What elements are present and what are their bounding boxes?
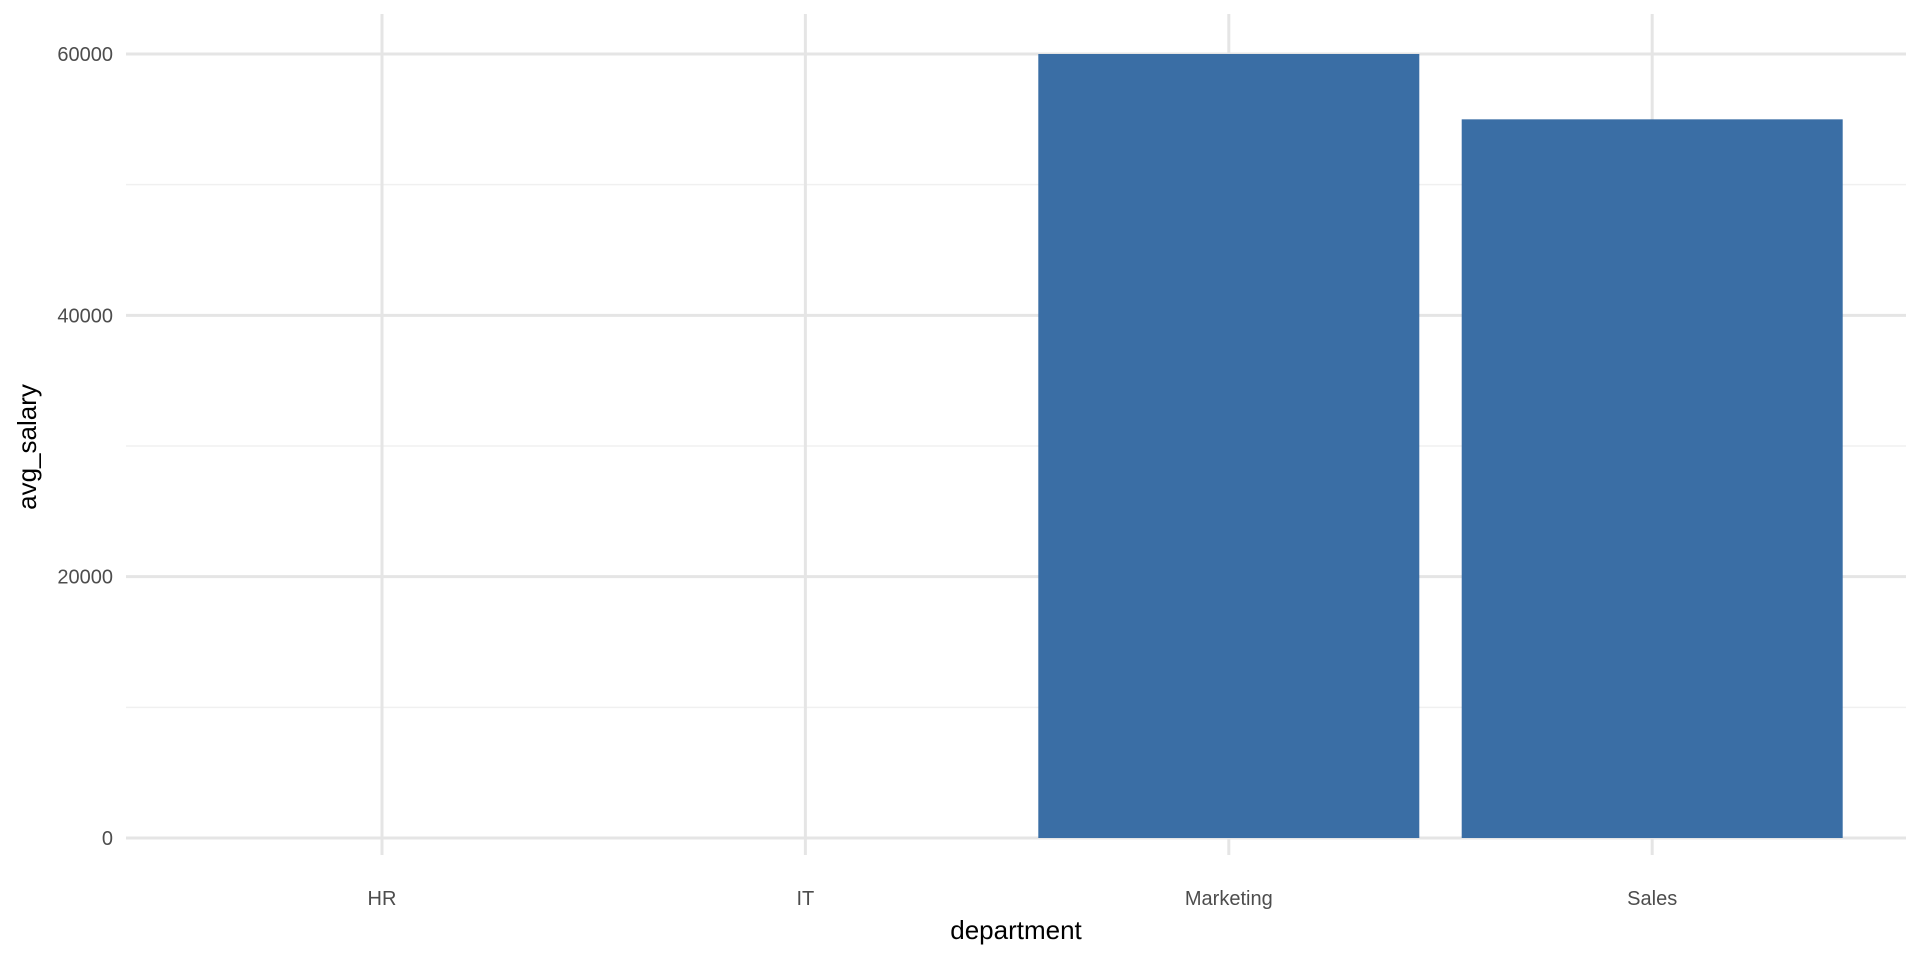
y-tick-label: 60000 bbox=[57, 44, 113, 66]
ticks-layer: 0 20000 40000 60000 HR IT Marketing Sales bbox=[57, 44, 1677, 910]
y-tick-label: 0 bbox=[102, 828, 113, 850]
bars-layer bbox=[1038, 54, 1843, 839]
x-tick-label: Sales bbox=[1627, 888, 1677, 910]
bar-sales bbox=[1461, 119, 1843, 839]
y-tick-label: 40000 bbox=[57, 305, 113, 327]
y-axis-title: avg_salary bbox=[12, 384, 42, 510]
x-axis-title: department bbox=[950, 915, 1082, 945]
x-tick-label: Marketing bbox=[1185, 888, 1273, 910]
x-tick-label: IT bbox=[797, 888, 815, 910]
bar-marketing bbox=[1038, 54, 1420, 838]
y-tick-label: 20000 bbox=[57, 567, 113, 589]
x-tick-label: HR bbox=[368, 888, 397, 910]
